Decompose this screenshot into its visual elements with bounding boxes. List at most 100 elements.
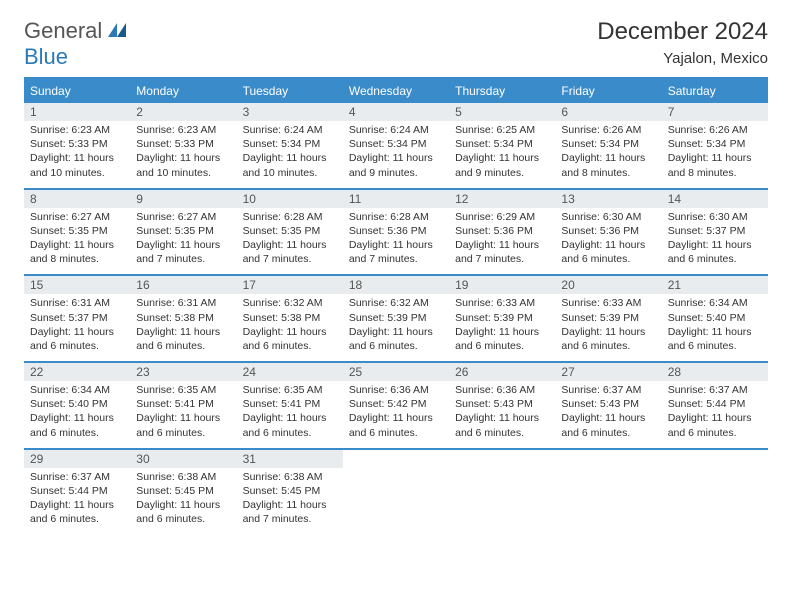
day-number: 31 (237, 449, 343, 468)
day-cell: Sunrise: 6:33 AMSunset: 5:39 PMDaylight:… (449, 294, 555, 362)
sunset-value: Sunset: 5:41 PM (136, 397, 230, 411)
day-number: 2 (130, 103, 236, 121)
day-number: 1 (24, 103, 130, 121)
dow-header: Wednesday (343, 78, 449, 103)
day-cell: Sunrise: 6:23 AMSunset: 5:33 PMDaylight:… (130, 121, 236, 189)
day-number: 16 (130, 275, 236, 294)
daylight-value: Daylight: 11 hours and 6 minutes. (561, 325, 655, 353)
sunrise-value: Sunrise: 6:32 AM (349, 296, 443, 310)
sunrise-value: Sunrise: 6:33 AM (561, 296, 655, 310)
sunset-value: Sunset: 5:39 PM (455, 311, 549, 325)
day-cell: Sunrise: 6:26 AMSunset: 5:34 PMDaylight:… (555, 121, 661, 189)
day-cell: Sunrise: 6:37 AMSunset: 5:44 PMDaylight:… (24, 468, 130, 535)
day-number: 14 (662, 189, 768, 208)
day-cell: Sunrise: 6:25 AMSunset: 5:34 PMDaylight:… (449, 121, 555, 189)
day-number: 13 (555, 189, 661, 208)
day-number: 5 (449, 103, 555, 121)
sunrise-value: Sunrise: 6:30 AM (668, 210, 762, 224)
sunrise-value: Sunrise: 6:37 AM (30, 470, 124, 484)
daylight-value: Daylight: 11 hours and 10 minutes. (243, 151, 337, 179)
title-block: December 2024 Yajalon, Mexico (597, 18, 768, 67)
day-number: 24 (237, 362, 343, 381)
day-cell: Sunrise: 6:34 AMSunset: 5:40 PMDaylight:… (24, 381, 130, 449)
daylight-value: Daylight: 11 hours and 6 minutes. (455, 325, 549, 353)
day-number: 11 (343, 189, 449, 208)
day-cell: Sunrise: 6:31 AMSunset: 5:37 PMDaylight:… (24, 294, 130, 362)
sunrise-value: Sunrise: 6:26 AM (561, 123, 655, 137)
daylight-value: Daylight: 11 hours and 6 minutes. (668, 411, 762, 439)
sunrise-value: Sunrise: 6:36 AM (455, 383, 549, 397)
day-cell: Sunrise: 6:24 AMSunset: 5:34 PMDaylight:… (237, 121, 343, 189)
day-cell: Sunrise: 6:38 AMSunset: 5:45 PMDaylight:… (130, 468, 236, 535)
sunset-value: Sunset: 5:37 PM (30, 311, 124, 325)
header: General December 2024 Yajalon, Mexico (24, 18, 768, 67)
dow-header: Tuesday (237, 78, 343, 103)
day-cell: Sunrise: 6:35 AMSunset: 5:41 PMDaylight:… (130, 381, 236, 449)
sunrise-value: Sunrise: 6:24 AM (349, 123, 443, 137)
day-number: 15 (24, 275, 130, 294)
daylight-value: Daylight: 11 hours and 8 minutes. (561, 151, 655, 179)
sunrise-value: Sunrise: 6:26 AM (668, 123, 762, 137)
day-number: 19 (449, 275, 555, 294)
dow-header: Saturday (662, 78, 768, 103)
daylight-value: Daylight: 11 hours and 6 minutes. (136, 498, 230, 526)
sunset-value: Sunset: 5:41 PM (243, 397, 337, 411)
sunset-value: Sunset: 5:42 PM (349, 397, 443, 411)
daylight-value: Daylight: 11 hours and 7 minutes. (349, 238, 443, 266)
logo-text-blue: Blue (24, 44, 68, 70)
day-number: 18 (343, 275, 449, 294)
day-cell: Sunrise: 6:33 AMSunset: 5:39 PMDaylight:… (555, 294, 661, 362)
day-cell: Sunrise: 6:37 AMSunset: 5:43 PMDaylight:… (555, 381, 661, 449)
day-number: 3 (237, 103, 343, 121)
sunset-value: Sunset: 5:34 PM (243, 137, 337, 151)
day-cell: Sunrise: 6:34 AMSunset: 5:40 PMDaylight:… (662, 294, 768, 362)
sunset-value: Sunset: 5:44 PM (30, 484, 124, 498)
day-number: 9 (130, 189, 236, 208)
day-number (343, 449, 449, 468)
daylight-value: Daylight: 11 hours and 9 minutes. (349, 151, 443, 179)
location-label: Yajalon, Mexico (597, 50, 768, 67)
day-cell (343, 468, 449, 535)
dow-header: Thursday (449, 78, 555, 103)
day-number: 30 (130, 449, 236, 468)
day-cell: Sunrise: 6:38 AMSunset: 5:45 PMDaylight:… (237, 468, 343, 535)
day-number: 29 (24, 449, 130, 468)
daylight-value: Daylight: 11 hours and 6 minutes. (136, 411, 230, 439)
sunset-value: Sunset: 5:38 PM (243, 311, 337, 325)
day-cell: Sunrise: 6:36 AMSunset: 5:43 PMDaylight:… (449, 381, 555, 449)
sunrise-value: Sunrise: 6:23 AM (30, 123, 124, 137)
day-number (449, 449, 555, 468)
daylight-value: Daylight: 11 hours and 10 minutes. (136, 151, 230, 179)
sunset-value: Sunset: 5:45 PM (243, 484, 337, 498)
sunset-value: Sunset: 5:35 PM (30, 224, 124, 238)
day-cell: Sunrise: 6:29 AMSunset: 5:36 PMDaylight:… (449, 208, 555, 276)
day-number: 25 (343, 362, 449, 381)
sunset-value: Sunset: 5:34 PM (349, 137, 443, 151)
sunrise-value: Sunrise: 6:34 AM (668, 296, 762, 310)
day-cell: Sunrise: 6:27 AMSunset: 5:35 PMDaylight:… (24, 208, 130, 276)
sunset-value: Sunset: 5:34 PM (455, 137, 549, 151)
day-cell: Sunrise: 6:24 AMSunset: 5:34 PMDaylight:… (343, 121, 449, 189)
daylight-value: Daylight: 11 hours and 10 minutes. (30, 151, 124, 179)
day-number: 20 (555, 275, 661, 294)
sunset-value: Sunset: 5:44 PM (668, 397, 762, 411)
sunrise-value: Sunrise: 6:38 AM (136, 470, 230, 484)
dow-header: Monday (130, 78, 236, 103)
day-cell: Sunrise: 6:30 AMSunset: 5:36 PMDaylight:… (555, 208, 661, 276)
sunrise-value: Sunrise: 6:32 AM (243, 296, 337, 310)
sunset-value: Sunset: 5:36 PM (455, 224, 549, 238)
sunset-value: Sunset: 5:34 PM (668, 137, 762, 151)
sunset-value: Sunset: 5:45 PM (136, 484, 230, 498)
sunrise-value: Sunrise: 6:25 AM (455, 123, 549, 137)
sunrise-value: Sunrise: 6:34 AM (30, 383, 124, 397)
sunset-value: Sunset: 5:39 PM (561, 311, 655, 325)
day-cell: Sunrise: 6:32 AMSunset: 5:39 PMDaylight:… (343, 294, 449, 362)
daylight-value: Daylight: 11 hours and 6 minutes. (455, 411, 549, 439)
day-cell: Sunrise: 6:37 AMSunset: 5:44 PMDaylight:… (662, 381, 768, 449)
daylight-value: Daylight: 11 hours and 6 minutes. (30, 498, 124, 526)
day-cell: Sunrise: 6:31 AMSunset: 5:38 PMDaylight:… (130, 294, 236, 362)
daylight-value: Daylight: 11 hours and 7 minutes. (455, 238, 549, 266)
daylight-value: Daylight: 11 hours and 6 minutes. (30, 325, 124, 353)
daylight-value: Daylight: 11 hours and 6 minutes. (136, 325, 230, 353)
sunrise-value: Sunrise: 6:24 AM (243, 123, 337, 137)
